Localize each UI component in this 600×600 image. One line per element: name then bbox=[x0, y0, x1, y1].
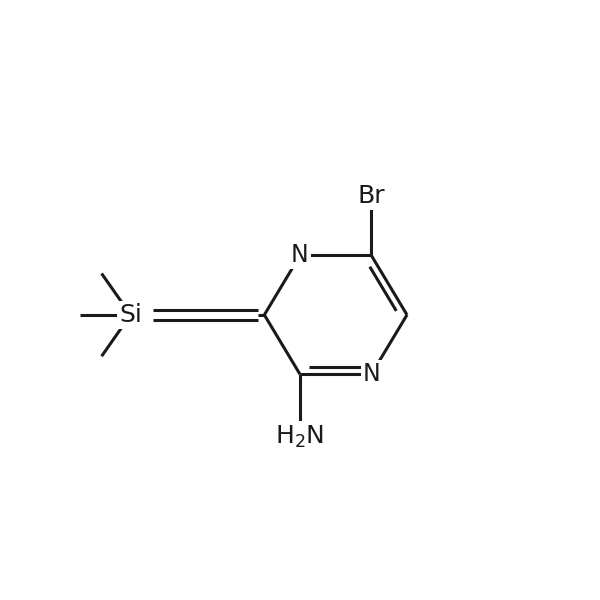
Text: N: N bbox=[362, 362, 380, 386]
Text: $\mathregular{H_2N}$: $\mathregular{H_2N}$ bbox=[275, 424, 325, 450]
Text: N: N bbox=[291, 244, 309, 268]
Text: Br: Br bbox=[358, 184, 385, 208]
Text: Si: Si bbox=[119, 303, 142, 327]
